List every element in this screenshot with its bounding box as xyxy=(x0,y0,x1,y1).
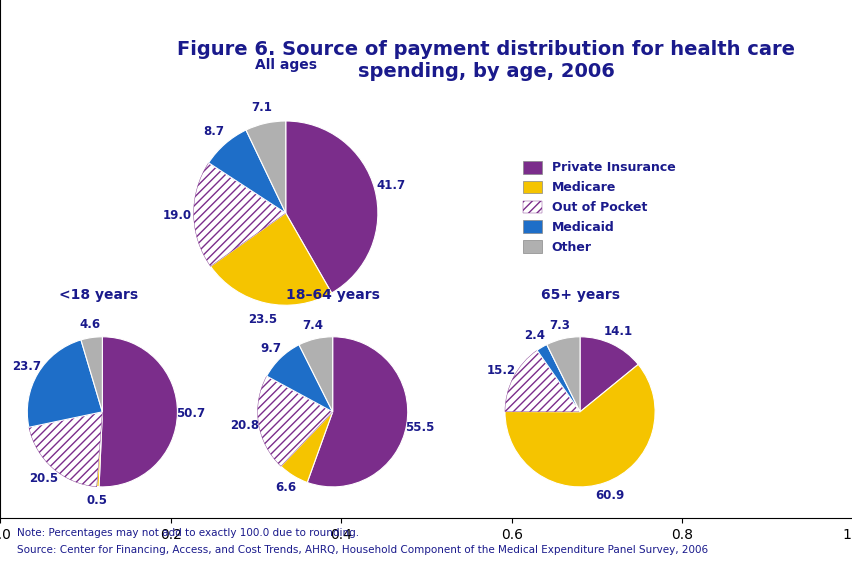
Wedge shape xyxy=(280,412,332,483)
Text: 50.7: 50.7 xyxy=(176,407,205,420)
Wedge shape xyxy=(209,130,285,213)
Text: 18–64 years: 18–64 years xyxy=(285,289,379,302)
Wedge shape xyxy=(193,163,285,266)
Text: Figure 6. Source of payment distribution for health care
spending, by age, 2006: Figure 6. Source of payment distribution… xyxy=(177,40,794,81)
Text: 23.5: 23.5 xyxy=(248,313,277,326)
Wedge shape xyxy=(546,337,579,412)
Wedge shape xyxy=(579,337,637,412)
Text: 6.6: 6.6 xyxy=(275,481,296,494)
Text: Source: Center for Financing, Access, and Cost Trends, AHRQ, Household Component: Source: Center for Financing, Access, an… xyxy=(17,545,707,555)
Wedge shape xyxy=(29,412,102,487)
Text: 41.7: 41.7 xyxy=(376,179,405,192)
Text: <18 years: <18 years xyxy=(59,289,137,302)
Wedge shape xyxy=(504,350,579,412)
Text: 9.7: 9.7 xyxy=(260,342,281,355)
Text: 14.1: 14.1 xyxy=(602,325,632,338)
Wedge shape xyxy=(267,345,332,412)
Wedge shape xyxy=(81,337,102,412)
Text: 23.7: 23.7 xyxy=(12,360,41,373)
Text: 2.4: 2.4 xyxy=(524,329,544,342)
Text: 20.8: 20.8 xyxy=(230,419,260,432)
Text: 55.5: 55.5 xyxy=(405,420,435,434)
Wedge shape xyxy=(257,376,332,466)
Wedge shape xyxy=(299,337,332,412)
Wedge shape xyxy=(537,344,579,412)
Wedge shape xyxy=(245,121,285,213)
Text: 15.2: 15.2 xyxy=(486,364,515,377)
Wedge shape xyxy=(285,121,377,293)
Wedge shape xyxy=(99,337,177,487)
Wedge shape xyxy=(307,337,407,487)
Text: 60.9: 60.9 xyxy=(594,489,624,502)
Wedge shape xyxy=(96,412,102,487)
Text: 7.3: 7.3 xyxy=(549,319,570,332)
Text: 7.4: 7.4 xyxy=(302,319,322,332)
Wedge shape xyxy=(210,213,331,305)
Text: 20.5: 20.5 xyxy=(30,472,59,485)
Text: Note: Percentages may not add to exactly 100.0 due to rounding.: Note: Percentages may not add to exactly… xyxy=(17,528,359,538)
Wedge shape xyxy=(504,365,654,487)
Text: 65+ years: 65+ years xyxy=(540,289,619,302)
Wedge shape xyxy=(27,340,102,427)
Text: 8.7: 8.7 xyxy=(204,125,224,138)
Text: 0.5: 0.5 xyxy=(86,494,107,507)
Text: 7.1: 7.1 xyxy=(251,101,272,113)
Text: All ages: All ages xyxy=(255,58,316,72)
Text: 19.0: 19.0 xyxy=(163,209,192,222)
Text: 4.6: 4.6 xyxy=(79,318,100,331)
Legend: Private Insurance, Medicare, Out of Pocket, Medicaid, Other: Private Insurance, Medicare, Out of Pock… xyxy=(517,156,680,259)
